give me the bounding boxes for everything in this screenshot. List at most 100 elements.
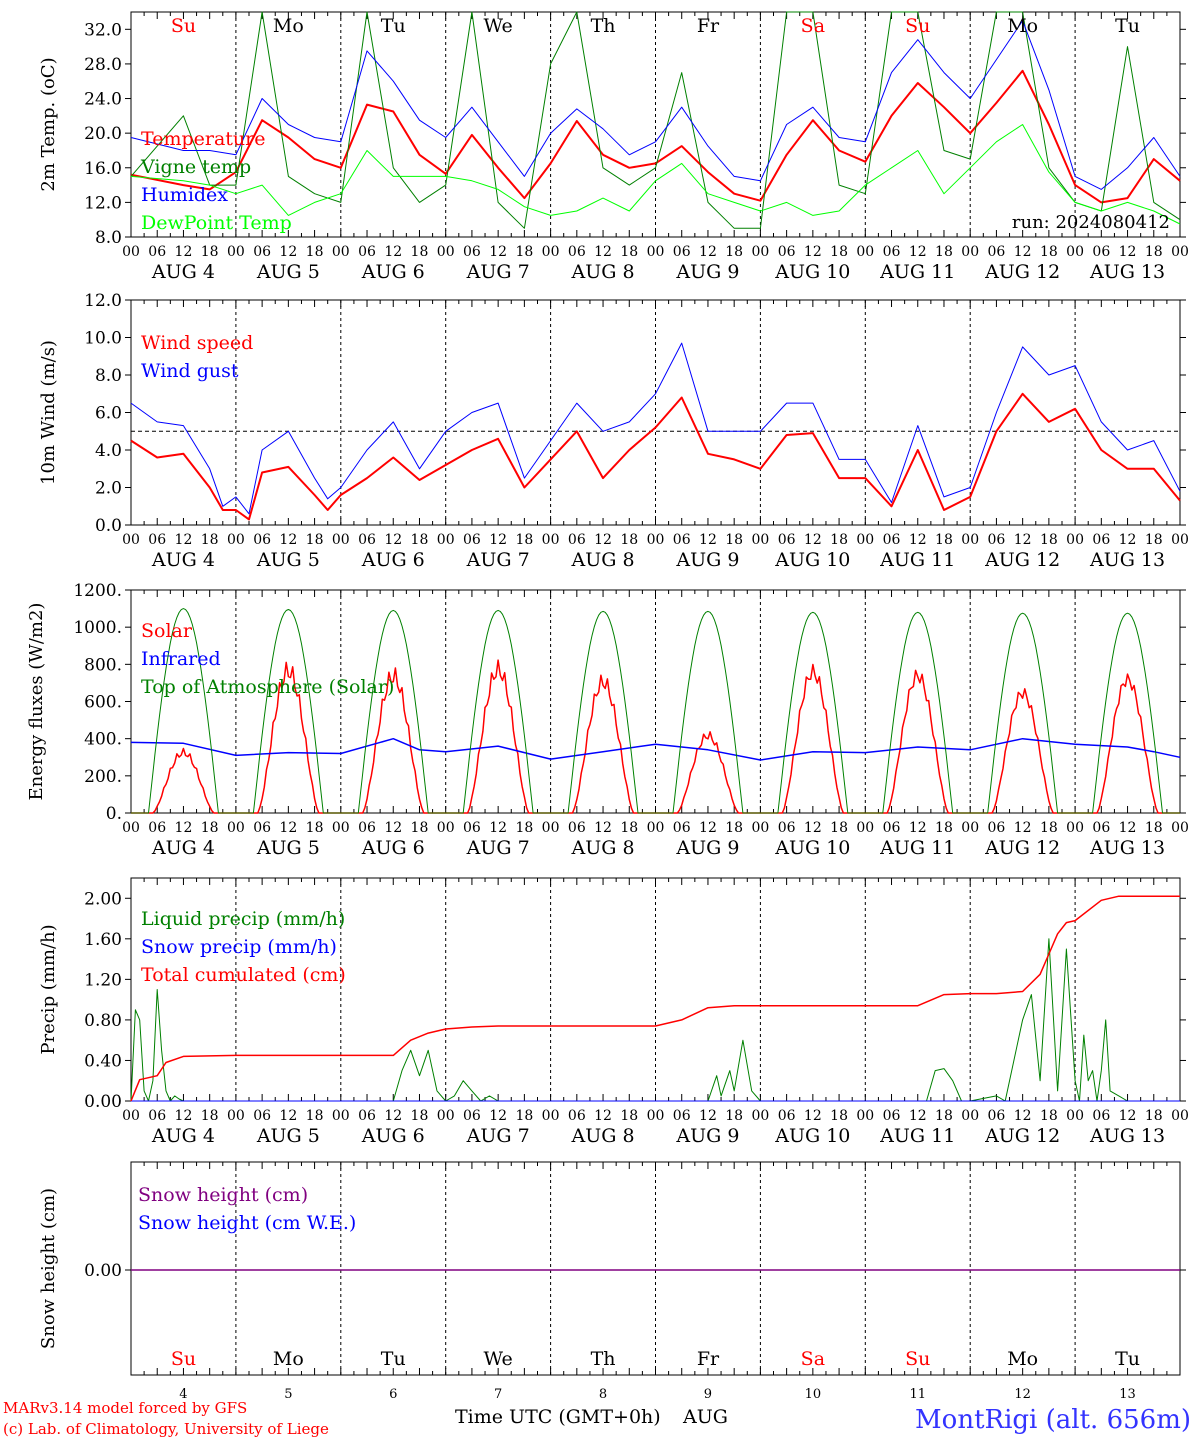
panel-3: 0. 200. 400. 600. 800. 1000. 1200. Energy fluxe… [26,581,1189,859]
x-hour-label: 00 [856,820,874,836]
x-hour-label: 00 [751,244,769,260]
x-hour-label: 18 [411,532,429,548]
y-tick-label: 0.80 [84,1011,122,1031]
x-hour-label: 00 [437,820,455,836]
x-day-label: AUG 5 [256,261,320,283]
x-day-number: 10 [805,1387,822,1402]
x-hour-label: 18 [515,244,533,260]
x-hour-label: 00 [856,1108,874,1124]
y-tick-label: 800. [84,655,122,675]
x-hour-label: 06 [568,820,586,836]
x-hour-label: 00 [1066,1108,1084,1124]
x-hour-label: 18 [1145,1108,1163,1124]
x-day-number: 11 [909,1387,926,1402]
legend-entry: DewPoint Temp [141,212,292,234]
x-hour-label: 06 [1092,820,1110,836]
x-day-label: AUG 9 [675,1125,739,1147]
x-hour-label: 06 [988,532,1006,548]
y-tick-label: 400. [84,730,122,750]
y-tick-label: 1000. [73,618,122,638]
weekday-label: Fr [697,1348,720,1370]
series-humidex [130,20,1181,190]
x-hour-label: 00 [542,244,560,260]
x-hour-label: 12 [489,244,507,260]
x-hour-label: 12 [384,532,402,548]
x-hour-label: 12 [1014,532,1032,548]
x-hour-label: 18 [1145,820,1163,836]
legend-entry: Wind speed [141,332,253,354]
legend-entry: Temperature [141,128,265,150]
y-tick-label: 10.0 [84,329,122,349]
x-hour-label: 06 [568,532,586,548]
x-hour-label: 18 [1040,532,1058,548]
series-dewpoint-temp [130,124,1181,225]
x-hour-label: 18 [935,1108,953,1124]
x-hour-label: 18 [306,820,324,836]
legend-entry: Snow height (cm W.E.) [138,1212,356,1234]
weekday-label: Sa [801,15,825,37]
x-day-label: AUG 10 [774,1125,850,1147]
x-hour-label: 18 [1145,244,1163,260]
x-day-label: AUG 6 [361,837,425,859]
x-day-label: AUG 7 [466,1125,530,1147]
x-day-label: AUG 13 [1089,1125,1165,1147]
run-label: run: 2024080412 [1012,212,1170,233]
footer: Time UTC (GMT+0h) AUG MARv3.14 model for… [3,1399,1191,1438]
y-tick-label: 16.0 [84,159,122,179]
x-day-label: AUG 4 [151,261,215,283]
x-day-number: 9 [704,1387,712,1402]
legend-entry: Top of Atmosphere (Solar) [141,676,394,698]
x-hour-label: 18 [725,820,743,836]
y-tick-label: 600. [84,693,122,713]
y-tick-label: 0.40 [84,1051,122,1071]
legend-entry: Snow precip (mm/h) [141,936,337,958]
x-hour-label: 18 [201,244,219,260]
weekday-label: Mo [1007,15,1038,37]
y-tick-label: 1200. [73,581,122,601]
x-day-label: AUG 13 [1089,261,1165,283]
x-hour-label: 06 [568,1108,586,1124]
x-hour-label: 12 [909,1108,927,1124]
x-hour-label: 18 [1040,820,1058,836]
x-hour-label: 12 [699,820,717,836]
x-hour-label: 06 [358,244,376,260]
x-hour-label: 12 [1014,1108,1032,1124]
weekday-label: Tu [381,1348,406,1370]
x-hour-label: 18 [306,532,324,548]
x-hour-label: 18 [411,244,429,260]
x-hour-label: 00 [751,820,769,836]
x-hour-label: 12 [594,820,612,836]
x-hour-label: 00 [751,1108,769,1124]
x-day-number: 13 [1119,1387,1136,1402]
x-hour-label: 00 [1171,1108,1189,1124]
x-hour-label: 18 [306,244,324,260]
x-hour-label: 06 [358,820,376,836]
series-wind-gust [130,342,1181,515]
x-hour-label: 06 [988,820,1006,836]
x-hour-label: 00 [227,532,245,548]
y-axis-label: Precip (mm/h) [38,924,59,1054]
panel-5: 0.00 Snow height (cm) Snow height (cm) Snow… [38,1161,1186,1402]
x-hour-label: 12 [279,1108,297,1124]
weekday-label: We [484,1348,513,1370]
y-tick-label: 0.0 [95,516,122,536]
weekday-label: Tu [1115,1348,1140,1370]
x-day-number: 7 [494,1387,502,1402]
x-hour-label: 00 [961,1108,979,1124]
x-hour-label: 18 [830,244,848,260]
x-day-label: AUG 12 [984,549,1060,571]
y-tick-label: 2.00 [84,889,122,909]
x-hour-label: 12 [804,244,822,260]
credit-line-1: MARv3.14 model forced by GFS [3,1399,247,1417]
x-day-label: AUG 11 [879,837,955,859]
x-hour-label: 18 [411,1108,429,1124]
x-hour-label: 00 [542,820,560,836]
y-tick-label: 8.0 [95,228,122,248]
x-hour-label: 06 [778,532,796,548]
time-axis-label: Time UTC (GMT+0h) [455,1406,661,1428]
x-day-label: AUG 8 [571,837,635,859]
x-hour-label: 12 [1014,244,1032,260]
x-day-label: AUG 8 [571,549,635,571]
legend-entry: Vigne temp [140,156,251,178]
x-hour-label: 18 [830,532,848,548]
